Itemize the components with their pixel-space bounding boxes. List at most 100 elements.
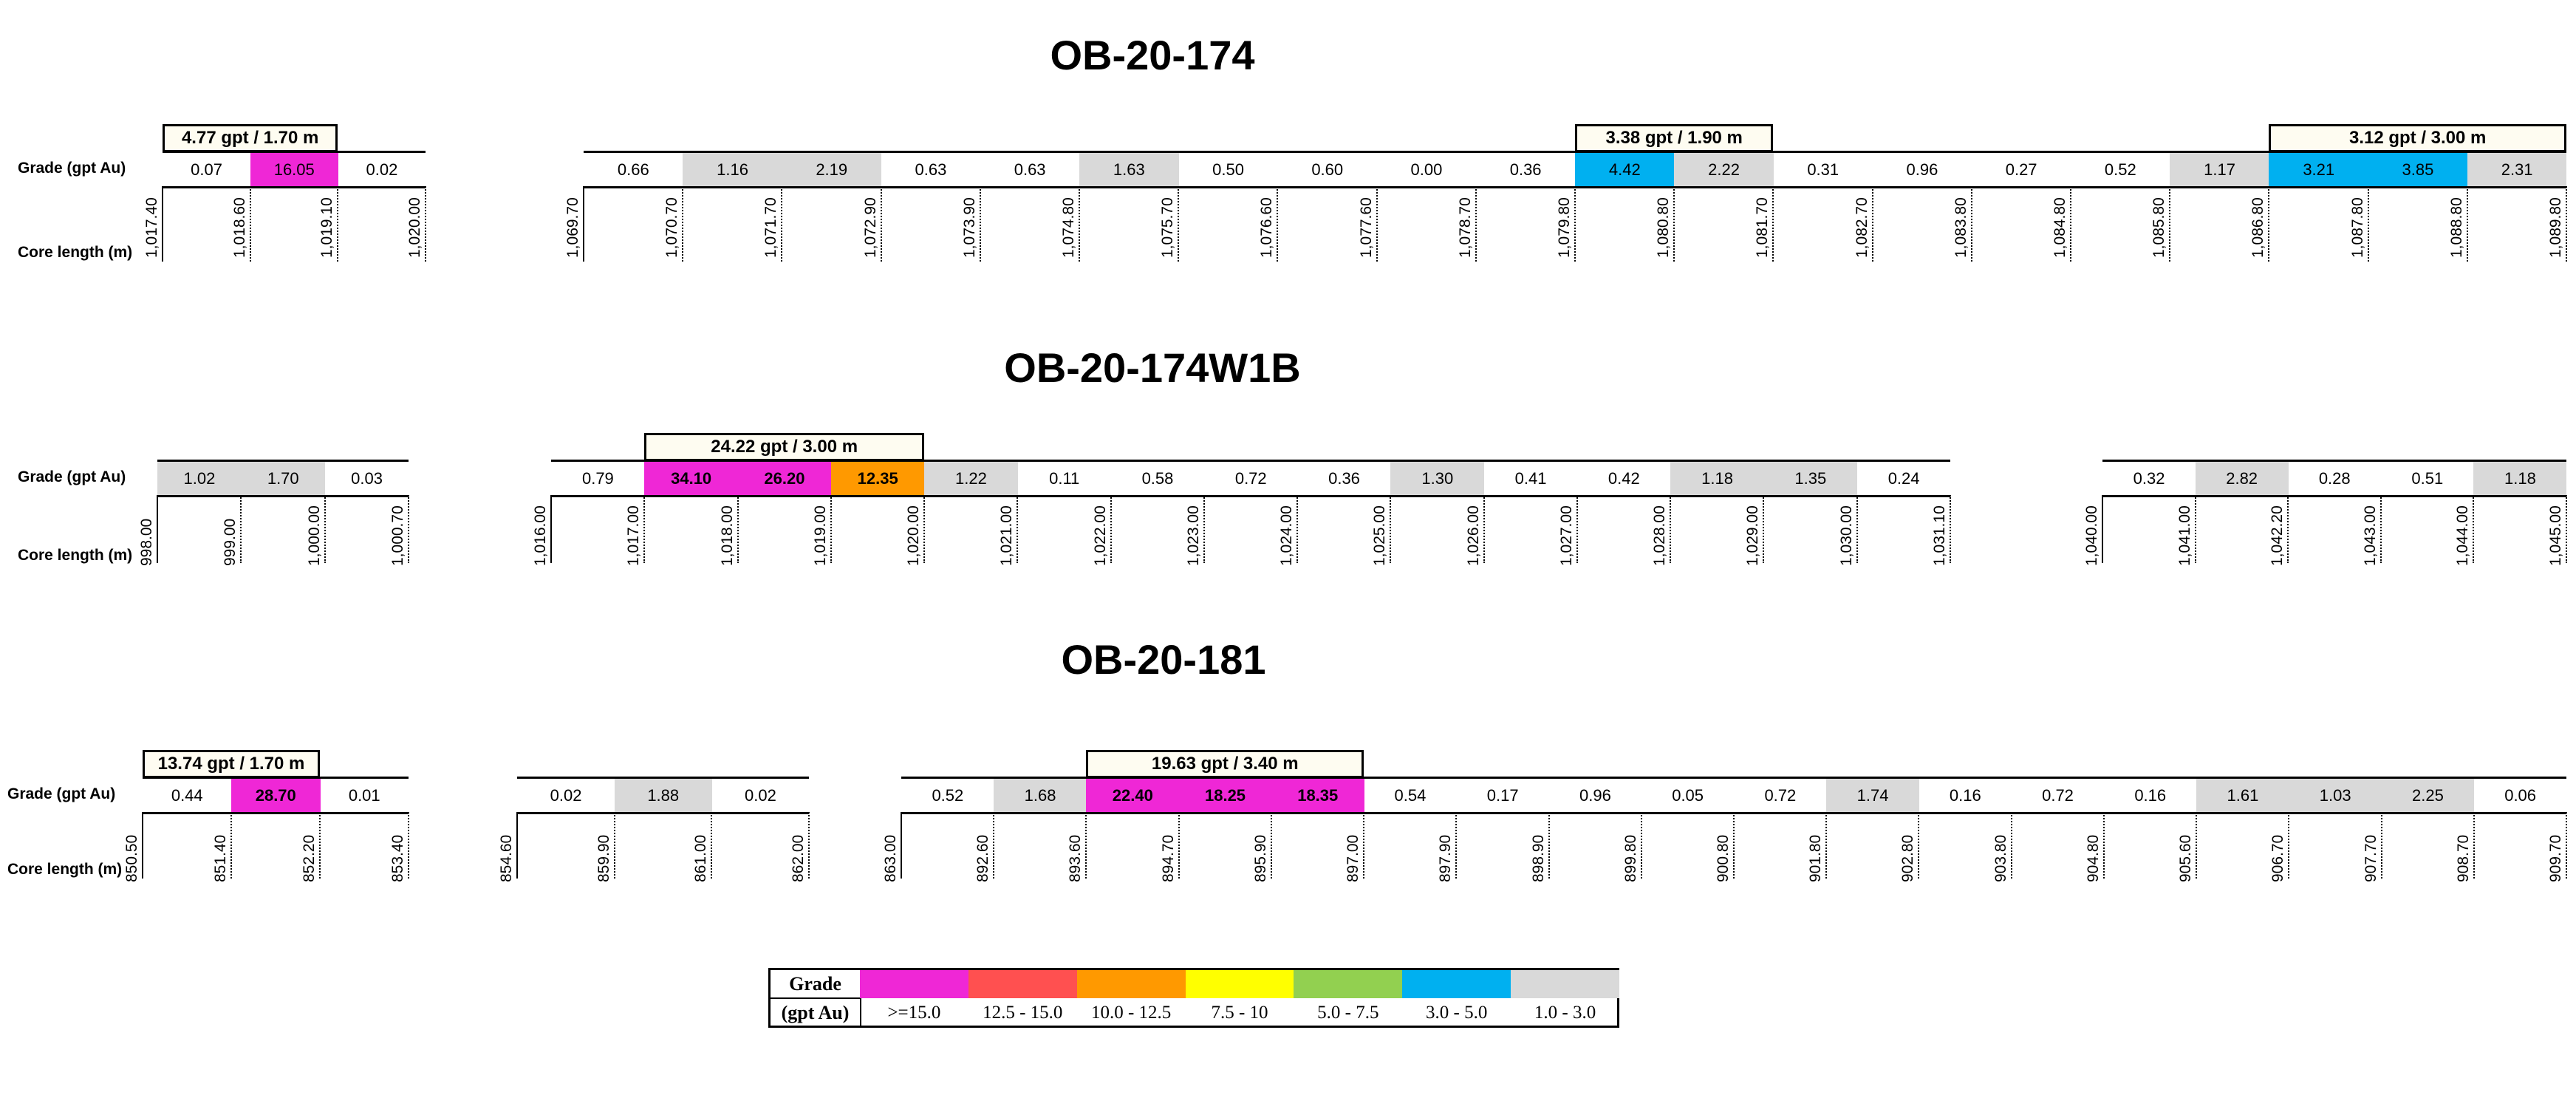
- depth-label: 1,019.10: [318, 197, 336, 258]
- grade-cell: 0.52: [2104, 160, 2136, 179]
- grade-row-top-border: [901, 777, 2566, 779]
- depth-label: 999.00: [222, 518, 239, 566]
- grade-cell: 2.25: [2381, 779, 2475, 812]
- legend-title-line1: Grade: [771, 970, 861, 998]
- depth-label: 862.00: [790, 834, 807, 882]
- grade-cell: 0.06: [2504, 785, 2537, 805]
- depth-tick: [1673, 186, 1675, 262]
- depth-tick: [1079, 186, 1080, 262]
- grade-cell: 0.54: [1394, 785, 1427, 805]
- depth-tick: [2268, 186, 2270, 262]
- depth-label: 897.90: [1437, 834, 1455, 882]
- grade-cell: 12.35: [830, 462, 925, 495]
- depth-tick: [2070, 186, 2071, 262]
- grade-cell: 0.07: [191, 160, 222, 179]
- grade-cell: 0.24: [1887, 468, 1920, 488]
- depth-label: 901.80: [1807, 834, 1825, 882]
- grade-cell: 1.61: [2196, 779, 2289, 812]
- grade-cell: 28.70: [231, 779, 321, 812]
- grade-row-label: Grade (gpt Au): [18, 468, 126, 485]
- grade-cell: 0.17: [1486, 785, 1519, 805]
- grade-cell: 1.02: [157, 462, 242, 495]
- depth-tick: [1277, 186, 1279, 262]
- depth-tick: [1475, 186, 1477, 262]
- grade-cell: 0.36: [1328, 468, 1360, 488]
- depth-tick: [2566, 495, 2567, 563]
- depth-label: 1,088.80: [2447, 197, 2465, 258]
- intercept-box: 3.12 gpt / 3.00 m: [2269, 124, 2566, 152]
- grade-cell: 0.00: [1410, 160, 1443, 179]
- depth-tick: [2473, 812, 2475, 879]
- grade-row-bottom-border: [157, 495, 409, 497]
- legend-swatch: [1402, 970, 1511, 998]
- depth-tick: [1270, 812, 1272, 879]
- grade-cell: 0.58: [1141, 468, 1174, 488]
- intercept-box: 24.22 gpt / 3.00 m: [644, 433, 925, 461]
- grade-cell: 2.31: [2467, 153, 2567, 186]
- depth-label: 1,045.00: [2547, 505, 2564, 566]
- depth-label: 1,000.00: [305, 505, 323, 566]
- legend-swatch: [1185, 970, 1294, 998]
- depth-tick: [1576, 495, 1578, 563]
- legend-label: 1.0 - 3.0: [1534, 1003, 1596, 1023]
- grade-cell: 0.66: [617, 160, 649, 179]
- depth-label: 1,043.00: [2361, 505, 2379, 566]
- depth-label: 1,073.90: [960, 197, 978, 258]
- depth-tick: [1017, 495, 1019, 563]
- depth-label: 1,018.60: [230, 197, 248, 258]
- depth-tick: [979, 186, 981, 262]
- depth-tick: [808, 812, 810, 879]
- grade-cell: 0.01: [348, 785, 380, 805]
- depth-label: 1,018.00: [718, 505, 736, 566]
- depth-label: 859.90: [595, 834, 612, 882]
- core-length-row-label: Core length (m): [7, 861, 123, 878]
- depth-label: 1,020.00: [406, 197, 423, 258]
- grade-cell: 0.44: [171, 785, 203, 805]
- depth-label: 1,081.70: [1754, 197, 1772, 258]
- depth-label: 903.80: [1992, 834, 2009, 882]
- depth-tick: [2380, 812, 2382, 879]
- depth-label: 894.70: [1159, 834, 1177, 882]
- core-length-row-label: Core length (m): [18, 244, 133, 261]
- depth-label: 1,079.80: [1556, 197, 1573, 258]
- grade-legend: Grade (gpt Au) >=15.0 12.5 - 15.0 10.0 - 1…: [768, 968, 1620, 1028]
- depth-tick: [2379, 495, 2382, 563]
- grade-cell: 1.68: [994, 779, 1087, 812]
- grade-cell: 1.22: [924, 462, 1018, 495]
- grade-cell: 3.85: [2368, 153, 2468, 186]
- depth-label: 892.60: [974, 834, 992, 882]
- depth-label: 1,024.00: [1278, 505, 1296, 566]
- depth-tick: [613, 812, 615, 879]
- depth-label: 1,078.70: [1456, 197, 1474, 258]
- depth-tick: [324, 495, 326, 563]
- depth-label: 1,040.00: [2083, 505, 2100, 566]
- grade-row-top-border: [157, 460, 409, 462]
- grade-cell: 0.31: [1807, 160, 1839, 179]
- depth-label: 852.20: [301, 834, 318, 882]
- legend-swatch: [860, 970, 969, 998]
- depth-label: 909.70: [2547, 834, 2564, 882]
- depth-label: 1,027.00: [1557, 505, 1575, 566]
- grade-cell: 2.82: [2195, 462, 2289, 495]
- legend-swatch: [1294, 970, 1403, 998]
- core-length-row-label: Core length (m): [18, 547, 133, 564]
- grade-cell: 2.19: [782, 153, 882, 186]
- depth-tick: [2566, 812, 2567, 879]
- depth-label: 893.60: [1067, 834, 1084, 882]
- depth-tick: [1670, 495, 1672, 563]
- depth-label: 1,080.80: [1655, 197, 1673, 258]
- grade-cell: 34.10: [644, 462, 739, 495]
- grade-cell: 4.42: [1575, 153, 1675, 186]
- depth-tick: [901, 812, 902, 879]
- depth-tick: [1970, 186, 1972, 262]
- depth-tick: [2102, 812, 2105, 879]
- grade-row-bottom-border: [517, 812, 809, 814]
- grade-cell: 0.27: [2005, 160, 2037, 179]
- grade-cell: 0.63: [915, 160, 947, 179]
- depth-label: 1,086.80: [2249, 197, 2267, 258]
- depth-label: 1,016.00: [532, 505, 549, 566]
- depth-label: 1,021.00: [998, 505, 1016, 566]
- grade-cell: 1.17: [2170, 153, 2269, 186]
- hole-title: OB-20-174: [1050, 32, 1255, 78]
- grade-cell: 1.70: [241, 462, 326, 495]
